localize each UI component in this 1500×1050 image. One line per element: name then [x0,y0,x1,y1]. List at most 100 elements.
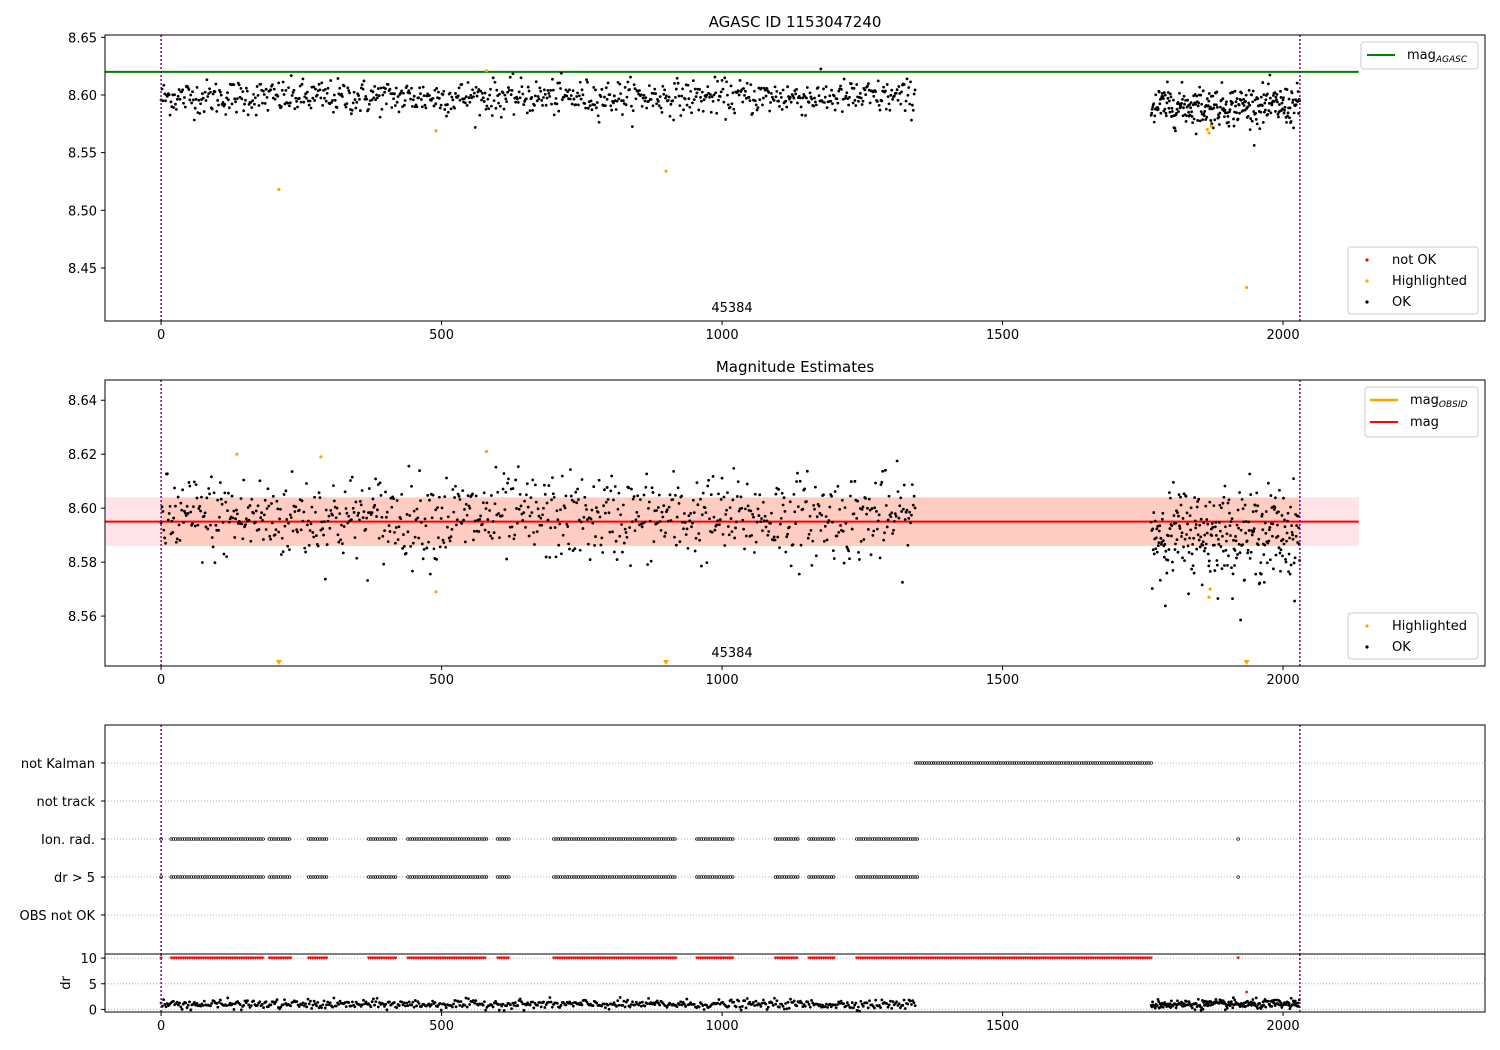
data-point [209,475,213,479]
data-point [396,538,400,542]
data-point [718,518,722,521]
data-point [1292,477,1295,481]
data-point [553,526,557,529]
data-point [1174,521,1178,525]
dr-clipped-marker [483,956,487,960]
data-point [227,106,231,110]
data-point [912,92,916,96]
data-point [483,1000,486,1004]
data-point [478,517,482,521]
data-point [760,517,763,520]
flag-marker [773,837,778,841]
data-point [1150,111,1154,115]
data-point [1184,999,1188,1003]
data-point [295,99,299,103]
data-point [1204,504,1208,508]
data-point [735,520,738,524]
flag-marker [637,837,641,841]
data-point [772,535,776,539]
data-point [209,523,212,527]
data-point [756,507,760,511]
data-point [673,535,676,539]
flag-marker [419,875,424,879]
data-point [849,494,852,498]
data-point [1270,506,1274,510]
flag-marker [496,875,500,879]
data-point [772,98,776,102]
data-point [672,118,676,122]
data-point [566,90,570,94]
y-tick-label: 8.58 [68,556,97,571]
data-point [1195,547,1199,551]
data-point [607,1007,611,1011]
data-point [178,539,182,542]
flag-marker [886,875,890,879]
data-point [1262,1003,1266,1007]
data-point [1200,583,1204,587]
data-point [760,1001,764,1005]
data-point [751,111,754,115]
data-point [383,529,386,533]
flag-marker [234,837,238,841]
data-point [1169,92,1172,96]
data-point [787,1006,791,1010]
data-point [589,99,593,103]
data-point [858,558,861,561]
data-point [265,95,269,99]
data-point [879,483,883,486]
data-point [1153,114,1157,118]
data-point [477,530,481,533]
data-point [1204,118,1208,121]
flag-marker [1062,761,1066,765]
data-point [304,550,308,554]
data-point [241,90,245,94]
flag-marker [899,837,904,841]
data-point [764,94,768,98]
data-point [360,489,364,492]
flag-marker [635,875,639,879]
data-point [512,1003,516,1007]
data-point [393,541,397,545]
data-point [269,537,272,541]
flag-marker [391,875,395,879]
data-point [312,999,316,1003]
flag-marker [203,837,207,841]
data-point [1194,523,1198,526]
data-point [474,494,478,498]
data-point [1190,552,1194,556]
data-point [1199,535,1203,539]
data-point [1275,92,1279,96]
data-point [600,536,604,540]
data-point [349,112,353,116]
data-point [849,1006,853,1010]
data-point [1198,119,1202,123]
data-point [910,103,914,107]
data-point [364,527,368,531]
data-point [411,1000,415,1004]
data-point [194,483,198,486]
data-point [765,519,769,523]
data-point [188,1000,191,1004]
data-point [728,506,732,510]
data-point [307,103,311,107]
flag-marker [1113,761,1117,765]
data-point [216,1005,220,1009]
data-point [516,101,520,104]
data-point [219,93,223,97]
data-point [1166,96,1170,100]
data-point [1287,552,1291,556]
data-point [762,519,766,523]
data-point [494,106,498,110]
flag-marker [176,837,180,841]
flag-marker [178,837,182,841]
data-point [1221,501,1225,505]
data-point [1286,511,1290,515]
data-point [1158,524,1162,528]
data-point [300,82,304,86]
data-point [864,497,868,500]
flag-marker [318,875,322,879]
data-point [511,487,515,490]
data-point [678,104,682,107]
data-point [1208,105,1212,109]
data-point [852,1006,855,1010]
